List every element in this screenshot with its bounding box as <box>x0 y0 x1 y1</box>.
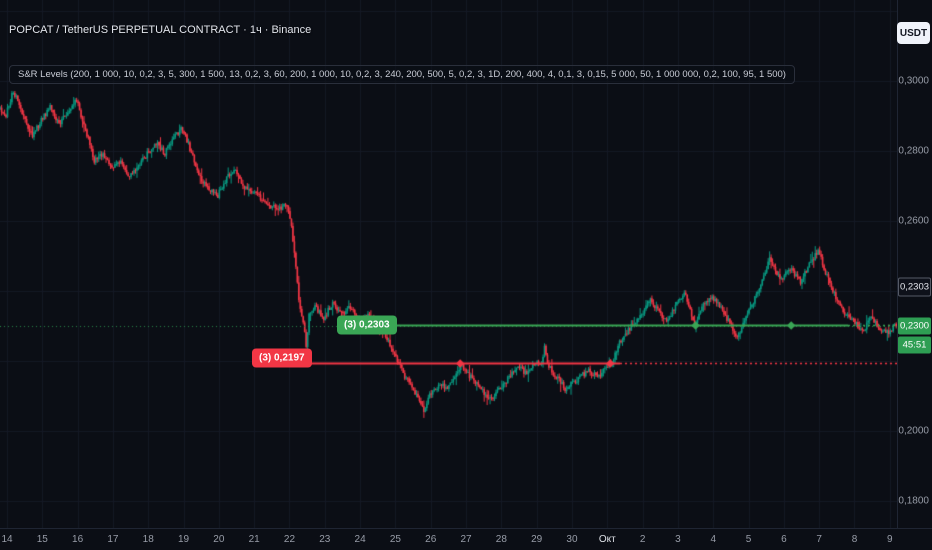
time-tick-label: 14 <box>1 534 13 545</box>
price-tick-label: 0,1800 <box>898 495 929 507</box>
time-tick-label: 23 <box>319 534 331 545</box>
time-tick-label: 7 <box>816 534 822 545</box>
time-tick-label: 16 <box>72 534 84 545</box>
symbol-title[interactable]: POPCAT / TetherUS PERPETUAL CONTRACT · 1… <box>9 24 312 36</box>
time-tick-label: Окт <box>598 534 616 545</box>
time-tick-label: 18 <box>142 534 154 545</box>
time-tick-label: 28 <box>495 534 507 545</box>
time-axis[interactable]: 14 15 16 17 18 19 20 21 22 23 24 25 26 27 28 29 30 Окт 2 3 4… <box>0 528 932 550</box>
time-tick-label: 25 <box>389 534 401 545</box>
support-level-label[interactable]: (3) 0,2197 <box>252 348 312 367</box>
time-tick-label: 3 <box>675 534 681 545</box>
price-tick-label: 0,3000 <box>898 75 929 87</box>
axis-last-price-badge: 0,2300 <box>898 317 931 335</box>
time-tick-label: 15 <box>36 534 48 545</box>
indicator-legend-sr-levels[interactable]: S&R Levels (200, 1 000, 10, 0,2, 3, 5, 3… <box>9 65 795 84</box>
price-axis[interactable]: 0,3000 0,2800 0,2600 0,2000 0,1800 <box>897 0 932 528</box>
resistance-level-label[interactable]: (3) 0,2303 <box>337 315 397 335</box>
time-tick-label: 29 <box>531 534 543 545</box>
price-tick-label: 0,2800 <box>898 145 929 157</box>
time-tick-label: 22 <box>283 534 296 545</box>
axis-level-price-badge: 0,2303 <box>898 277 931 297</box>
time-tick-label: 21 <box>248 534 260 545</box>
time-tick-label: 26 <box>425 534 437 545</box>
time-tick-label: 6 <box>781 534 787 545</box>
time-tick-label: 9 <box>886 534 893 545</box>
time-tick-label: 2 <box>639 534 646 545</box>
candlestick-chart[interactable] <box>0 0 897 528</box>
time-tick-label: 24 <box>354 534 366 545</box>
time-tick-label: 17 <box>107 534 119 545</box>
currency-toggle-button[interactable]: USDT <box>897 22 930 44</box>
time-tick-label: 27 <box>460 534 472 545</box>
time-tick-label: 8 <box>851 534 858 545</box>
time-tick-label: 19 <box>177 534 190 545</box>
time-tick-label: 30 <box>566 534 578 545</box>
price-tick-label: 0,2000 <box>898 425 929 437</box>
price-tick-label: 0,2600 <box>898 215 929 227</box>
time-tick-label: 4 <box>710 534 716 545</box>
axis-bar-countdown-badge: 45:51 <box>898 336 931 354</box>
time-tick-label: 20 <box>213 534 225 545</box>
chart-legend: POPCAT / TetherUS PERPETUAL CONTRACT · 1… <box>9 24 795 84</box>
time-tick-label: 5 <box>745 534 752 545</box>
